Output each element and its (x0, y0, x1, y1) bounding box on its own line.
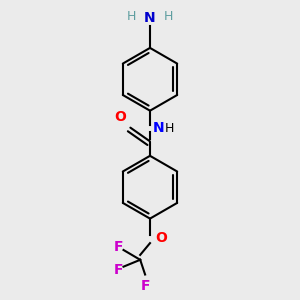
Text: F: F (114, 240, 123, 254)
Text: N: N (153, 121, 165, 135)
Text: H: H (127, 11, 136, 23)
Text: H: H (164, 11, 173, 23)
Text: N: N (144, 11, 156, 25)
Text: F: F (140, 279, 150, 293)
Text: O: O (155, 231, 167, 245)
Text: H: H (165, 122, 174, 135)
Text: F: F (114, 262, 123, 277)
Text: O: O (115, 110, 127, 124)
